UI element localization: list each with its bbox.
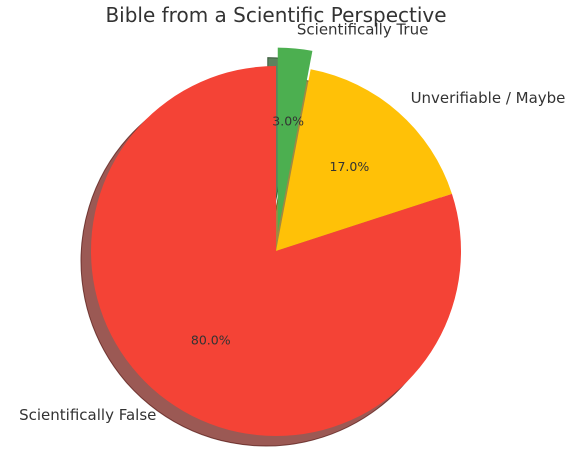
slice-percent-unverifiable-maybe: 17.0% xyxy=(330,159,370,174)
slice-percent-scientifically-false: 80.0% xyxy=(191,332,231,347)
label-layer: Scientifically True 3.0% Unverifiable / Ma… xyxy=(19,20,565,424)
slice-layer xyxy=(91,47,462,436)
chart-title: Bible from a Scientific Perspective xyxy=(105,3,446,27)
slice-label-scientifically-true: Scientifically True xyxy=(297,20,428,38)
slice-scientifically-false xyxy=(91,66,462,436)
slice-unverifiable-maybe xyxy=(276,69,452,251)
slice-percent-scientifically-true: 3.0% xyxy=(272,114,304,129)
slice-label-unverifiable-maybe: Unverifiable / Maybe xyxy=(411,89,566,107)
slice-scientifically-true xyxy=(277,47,313,233)
slice-label-scientifically-false: Scientifically False xyxy=(19,406,156,424)
